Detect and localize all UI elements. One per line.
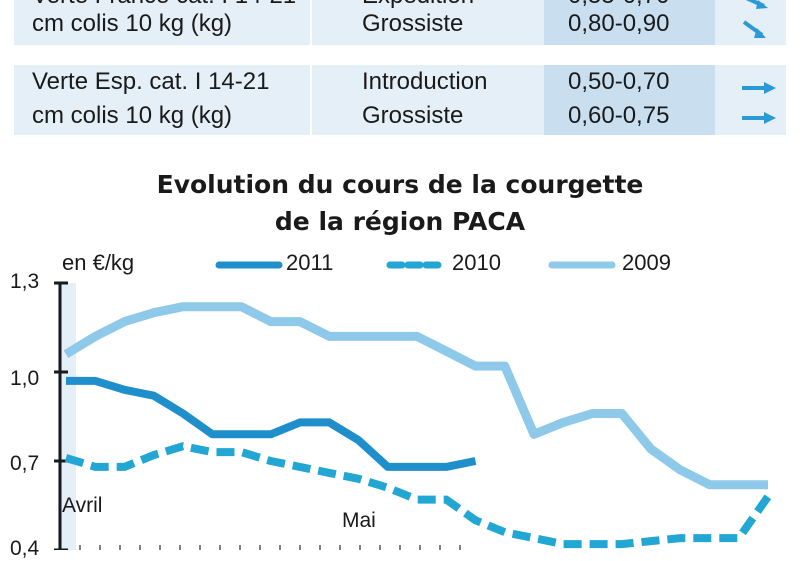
- trend-stable-icon: [742, 112, 776, 124]
- series-line-2010: [64, 442, 772, 549]
- month-label-mai: Mai: [342, 509, 376, 532]
- trend-down-icon: [742, 20, 766, 38]
- month-label-avril: Avril: [62, 494, 103, 517]
- y-axis-unit-label: en €/kg: [62, 250, 135, 275]
- product-name-line-1: Verte France cat. I 14-21: [32, 0, 296, 12]
- legend-swatch-2011: [215, 261, 283, 269]
- column-divider: [310, 0, 312, 45]
- y-tick-label: 1,3: [10, 270, 40, 293]
- market-stage: Expédition: [362, 0, 474, 12]
- legend-label-2011: 2011: [286, 250, 334, 275]
- y-tick-label: 0,7: [10, 452, 40, 475]
- product-name-line-2: cm colis 10 kg (kg): [32, 10, 233, 37]
- price-range: 0,50-0,70: [568, 68, 670, 95]
- product-name-line-1: Verte Esp. cat. I 14-21: [32, 68, 270, 95]
- chart-title-line-2: de la région PACA: [274, 207, 526, 236]
- market-stage: Grossiste: [362, 10, 464, 37]
- price-range: 0,80-0,90: [568, 10, 670, 37]
- price-range: 0,55-0,70: [568, 0, 669, 12]
- chart-title-line-1: Evolution du cours de la courgette: [156, 170, 644, 199]
- legend-swatch-2009: [548, 261, 616, 269]
- series-line-2011: [66, 376, 477, 471]
- product-name-line-2: cm colis 10 kg (kg): [32, 102, 233, 129]
- price-range: 0,60-0,75: [568, 102, 670, 129]
- price-table-row-1: Verte France cat. I 14-21 cm colis 10 kg…: [14, 0, 786, 45]
- legend-label-2009: 2009: [622, 250, 671, 275]
- y-tick-label: 1,0: [10, 367, 40, 390]
- price-column-band: [544, 0, 715, 45]
- series-line-2009: [63, 302, 768, 490]
- legend-label-2010: 2010: [452, 250, 501, 275]
- trend-stable-icon: [742, 82, 776, 94]
- price-table-row-2: Verte Esp. cat. I 14-21 cm colis 10 kg (…: [14, 65, 786, 135]
- trend-down-icon: [745, 0, 768, 9]
- market-stage: Grossiste: [362, 102, 464, 129]
- market-stage: Introduction: [362, 68, 488, 95]
- legend-swatch-2010: [386, 261, 446, 269]
- column-divider: [310, 65, 312, 135]
- price-column-band: [544, 65, 715, 135]
